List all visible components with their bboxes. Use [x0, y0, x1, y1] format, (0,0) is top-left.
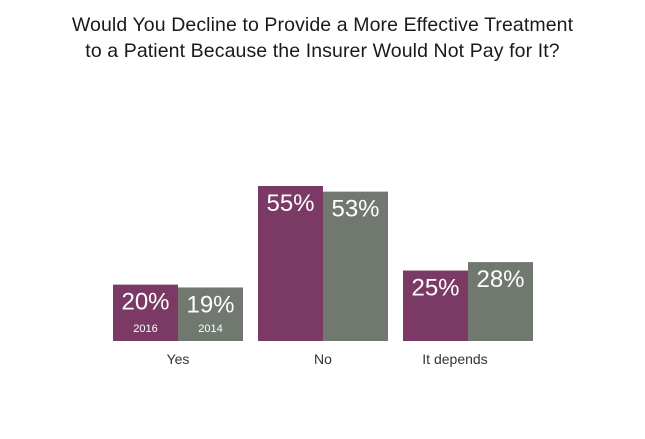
- chart-title-line-2: to a Patient Because the Insurer Would N…: [85, 40, 560, 62]
- bar-value-label: 19%: [186, 291, 234, 318]
- bar-value-label: 28%: [476, 266, 524, 293]
- bar-value-label: 55%: [266, 190, 314, 217]
- bar-it-depends-2014: [468, 262, 533, 341]
- category-label-yes: Yes: [167, 351, 190, 367]
- bar-value-label: 53%: [331, 196, 379, 223]
- category-label-it-depends: It depends: [422, 351, 487, 367]
- category-label-no: No: [314, 351, 332, 367]
- series-label-2016: 2016: [133, 323, 157, 335]
- bar-no-2014: [323, 191, 388, 341]
- bar-it-depends-2016: [403, 270, 468, 341]
- chart-title-line-1: Would You Decline to Provide a More Effe…: [71, 14, 574, 36]
- bar-value-label: 20%: [121, 289, 169, 316]
- bar-yes-2014: [178, 287, 243, 341]
- bar-no-2016: [258, 186, 323, 341]
- bar-value-label: 25%: [411, 275, 459, 302]
- series-label-2014: 2014: [198, 323, 222, 335]
- bar-yes-2016: [113, 284, 178, 341]
